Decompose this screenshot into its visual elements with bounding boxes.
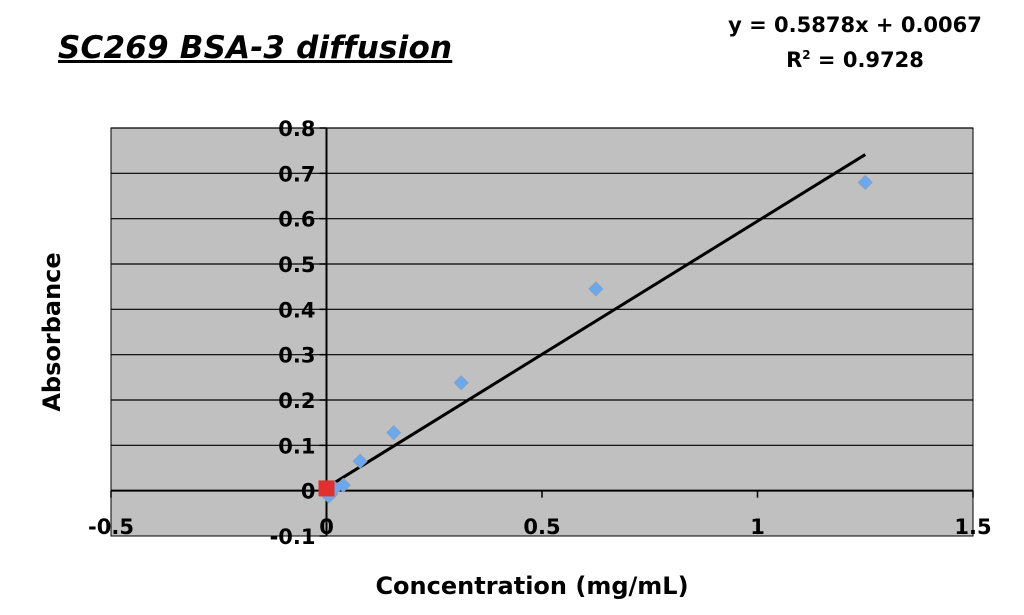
x-tick-label: 0.5 (523, 515, 560, 539)
trendline-equation: y = 0.5878x + 0.0067 (728, 13, 982, 37)
data-point-diamond (352, 453, 368, 469)
x-tick-label: 0 (319, 515, 334, 539)
y-tick-label: 0.1 (278, 434, 315, 458)
x-tick-label: 1 (750, 515, 765, 539)
y-tick-label: 0.3 (278, 344, 315, 368)
data-point-diamond (857, 174, 873, 190)
data-point-diamond (588, 281, 604, 297)
y-tick-label: 0.5 (278, 253, 315, 277)
y-tick-label: 0.7 (278, 162, 315, 186)
y-tick-label: 0.4 (278, 298, 315, 322)
x-tick-label: -0.5 (88, 515, 134, 539)
r-squared-r: R (786, 48, 803, 72)
trendline-equation-box: y = 0.5878x + 0.0067 R2 = 0.9728 (690, 10, 1020, 75)
r-squared-label: R2 = 0.9728 (690, 40, 1020, 75)
x-axis-title: Concentration (mg/mL) (375, 572, 688, 600)
y-tick-label: 0.6 (278, 208, 315, 232)
data-point-square (318, 480, 335, 497)
y-tick-label: 0.2 (278, 389, 315, 413)
data-point-diamond (386, 425, 402, 441)
trendline (325, 153, 867, 489)
data-point-diamond (453, 375, 469, 391)
y-tick-label: -0.1 (270, 525, 316, 549)
y-axis-title: Absorbance (38, 252, 66, 411)
r-squared-value: = 0.9728 (810, 48, 924, 72)
r-squared-superscript: 2 (802, 48, 811, 62)
x-tick-label: 1.5 (954, 515, 991, 539)
plot-area (110, 127, 974, 537)
y-tick-label: 0.8 (278, 117, 315, 141)
chart-title: SC269 BSA-3 diffusion (58, 30, 453, 66)
